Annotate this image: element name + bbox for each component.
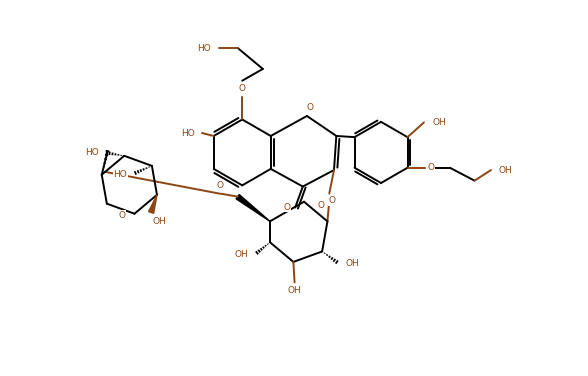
Text: OH: OH <box>235 250 248 259</box>
Text: O: O <box>306 103 313 112</box>
Text: HO: HO <box>198 44 211 53</box>
Text: HO: HO <box>85 149 98 158</box>
Text: O: O <box>216 181 223 190</box>
Text: OH: OH <box>498 165 512 174</box>
Text: OH: OH <box>432 118 446 127</box>
Text: O: O <box>283 203 290 212</box>
Text: OH: OH <box>346 259 359 268</box>
Text: OH: OH <box>288 286 302 295</box>
Text: O: O <box>239 85 246 93</box>
Text: OH: OH <box>152 217 166 226</box>
Text: O: O <box>328 196 335 205</box>
Text: O: O <box>119 211 126 220</box>
Polygon shape <box>149 195 157 213</box>
Text: O: O <box>427 163 435 172</box>
Text: HO: HO <box>113 170 127 179</box>
Text: O: O <box>318 201 325 210</box>
Text: HO: HO <box>181 129 195 138</box>
Polygon shape <box>236 194 270 221</box>
